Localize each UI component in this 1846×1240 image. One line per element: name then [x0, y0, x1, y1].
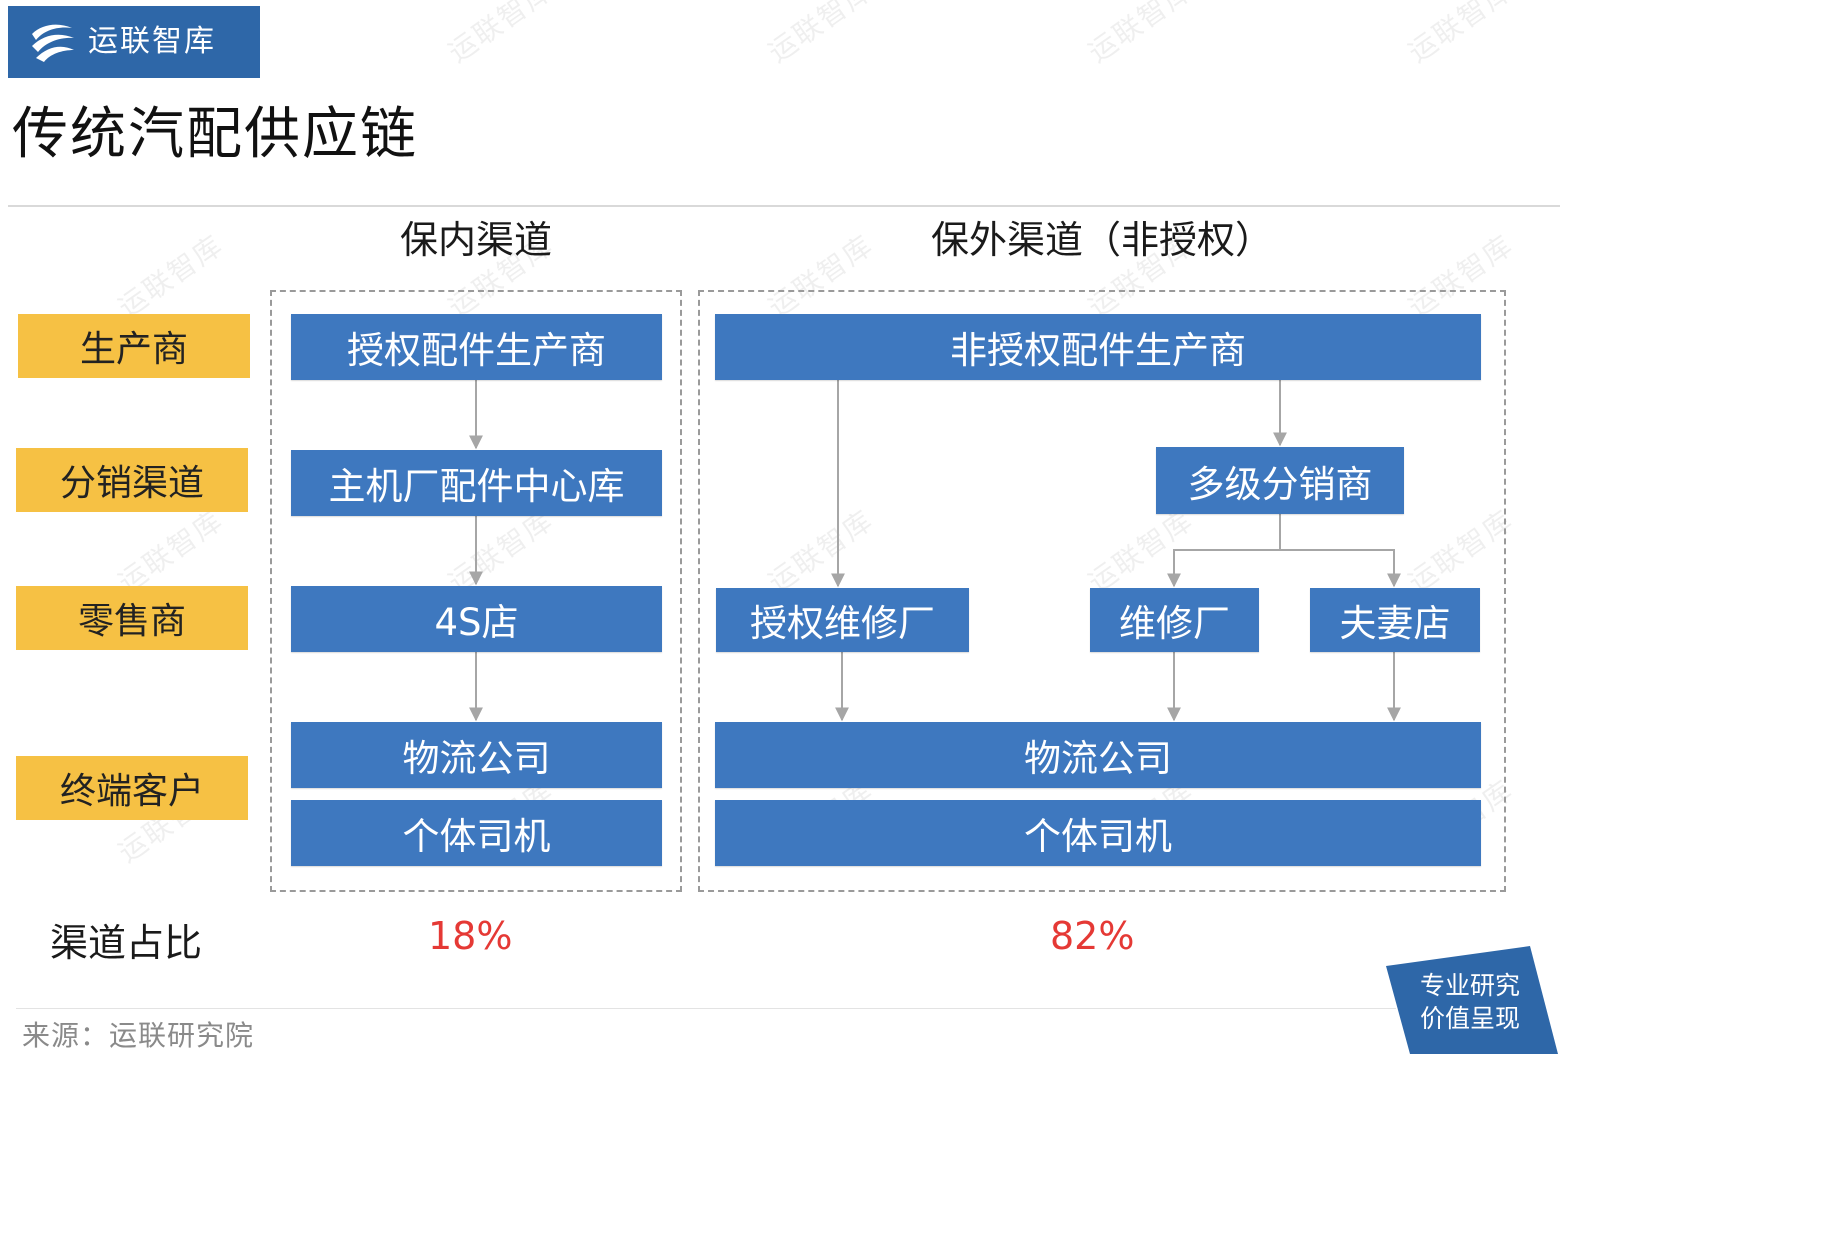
in-warranty-share: 18% [428, 914, 513, 958]
node-authorized-repair-shop: 授权维修厂 [716, 588, 969, 652]
stage-label-distribution: 分销渠道 [16, 448, 248, 512]
node-family-shop: 夫妻店 [1310, 588, 1480, 652]
stage-label-end-customer: 终端客户 [16, 756, 248, 820]
out-warranty-group [698, 290, 1506, 892]
brand-name: 运联智库 [88, 24, 216, 59]
badge-line-1: 专业研究 [1419, 971, 1520, 1000]
node-logistics-company: 物流公司 [291, 722, 662, 788]
slogan-badge [1386, 946, 1558, 1054]
node-authorized-manufacturer: 授权配件生产商 [291, 314, 662, 380]
node-logistics-company: 物流公司 [715, 722, 1481, 788]
node-multi-level-distributor: 多级分销商 [1156, 447, 1404, 514]
out-warranty-title: 保外渠道（非授权） [930, 218, 1273, 262]
node-individual-driver: 个体司机 [291, 800, 662, 866]
channel-share-label: 渠道占比 [50, 921, 203, 965]
stage-label-retailer: 零售商 [16, 586, 248, 650]
node-unauthorized-manufacturer: 非授权配件生产商 [715, 314, 1481, 380]
node-repair-shop: 维修厂 [1090, 588, 1259, 652]
brand-logo: 运联智库 [8, 6, 260, 78]
node-individual-driver: 个体司机 [715, 800, 1481, 866]
out-warranty-share: 82% [1050, 914, 1135, 958]
footer-divider [16, 1008, 1396, 1009]
arrow-distributor-split [1167, 514, 1281, 588]
source-note: 来源：运联研究院 [22, 1019, 255, 1052]
in-warranty-title: 保内渠道 [399, 218, 552, 262]
brand-swoosh-icon [32, 24, 74, 62]
badge-line-2: 价值呈现 [1419, 1004, 1520, 1033]
header-divider [8, 205, 1560, 207]
node-oem-parts-center: 主机厂配件中心库 [291, 450, 662, 516]
flow-arrows [469, 380, 1401, 722]
page-title: 传统汽配供应链 [12, 102, 418, 167]
in-warranty-group [270, 290, 682, 892]
arrow-distributor-to-shop [1280, 549, 1401, 588]
node-4s-store: 4S店 [291, 586, 662, 652]
stage-label-manufacturer: 生产商 [18, 314, 250, 378]
